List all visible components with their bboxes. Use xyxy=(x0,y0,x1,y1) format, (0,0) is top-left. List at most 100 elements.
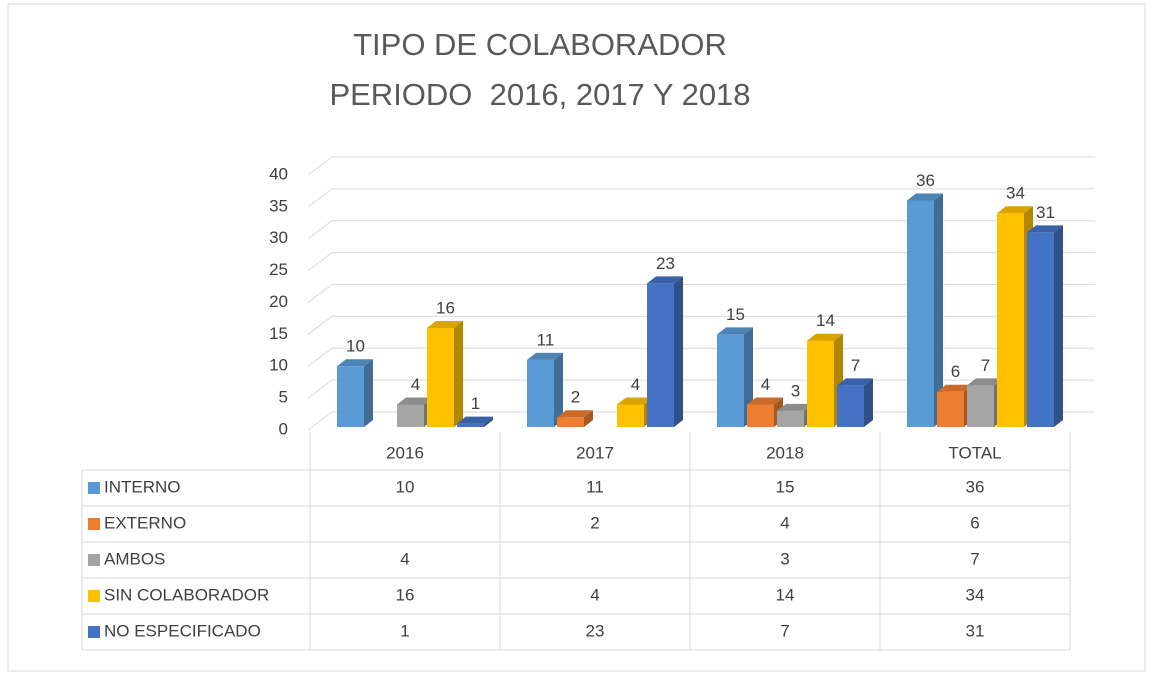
table-cell: 7 xyxy=(970,549,979,568)
table-cell: 23 xyxy=(586,621,605,640)
grid-line xyxy=(307,252,1095,272)
bar-side xyxy=(674,276,683,427)
grid-line xyxy=(307,315,1095,335)
legend-swatch xyxy=(88,518,100,530)
bar-side xyxy=(554,352,563,427)
value-label: 16 xyxy=(436,298,455,317)
legend-swatch xyxy=(88,590,100,602)
bar-front xyxy=(427,328,454,427)
y-tick-label: 35 xyxy=(269,196,288,215)
bar-top xyxy=(337,359,373,367)
bar-top xyxy=(807,333,843,341)
bar-side xyxy=(864,378,873,427)
bar-top xyxy=(427,321,463,328)
value-label: 23 xyxy=(656,254,675,273)
value-label: 4 xyxy=(761,375,770,394)
bar-front xyxy=(337,366,364,427)
bar-top xyxy=(937,384,973,392)
bar-front xyxy=(717,334,744,427)
value-label: 1 xyxy=(471,394,480,413)
x-tick-label: TOTAL xyxy=(948,443,1001,462)
bar xyxy=(907,193,943,427)
y-tick-label: 25 xyxy=(269,260,288,279)
y-tick-label: 5 xyxy=(279,388,288,407)
value-label: 31 xyxy=(1036,203,1055,222)
table-cell: 15 xyxy=(776,477,795,496)
table-cell: 6 xyxy=(970,513,979,532)
bar xyxy=(647,276,683,427)
bar-front xyxy=(527,359,554,427)
y-tick-label: 10 xyxy=(269,356,288,375)
bar-front xyxy=(937,391,964,427)
bar-front xyxy=(397,404,424,427)
table-cell: 31 xyxy=(966,621,985,640)
value-label: 34 xyxy=(1006,184,1025,203)
y-tick-label: 0 xyxy=(279,419,288,438)
bar-front xyxy=(457,423,484,427)
grid-line xyxy=(307,156,1095,176)
bar-side xyxy=(584,410,593,427)
bar-top xyxy=(647,276,683,284)
grid-line xyxy=(307,188,1095,208)
bar-side xyxy=(484,416,493,427)
bar-front xyxy=(747,404,774,427)
value-label: 6 xyxy=(951,362,960,381)
legend-label: INTERNO xyxy=(104,477,181,496)
table-cell: 14 xyxy=(776,585,795,604)
bar-front xyxy=(807,340,834,427)
value-label: 36 xyxy=(916,171,935,190)
bar xyxy=(807,333,843,427)
value-label: 3 xyxy=(791,381,800,400)
bar-top xyxy=(397,397,433,405)
bar-front xyxy=(907,200,934,427)
bar xyxy=(747,397,783,427)
bar-front xyxy=(617,404,644,427)
value-label: 7 xyxy=(851,356,860,375)
bar xyxy=(527,352,563,427)
x-tick-label: 2016 xyxy=(386,443,424,462)
chart-subtitle: PERIODO 2016, 2017 Y 2018 xyxy=(329,77,750,112)
bar-front xyxy=(837,385,864,427)
x-tick-label: 2018 xyxy=(766,443,804,462)
bar-side xyxy=(1054,225,1063,427)
table-cell: 7 xyxy=(780,621,789,640)
y-tick-label: 40 xyxy=(269,164,288,183)
table-cell: 11 xyxy=(586,477,604,496)
bar xyxy=(837,378,873,427)
table-cell: 36 xyxy=(966,477,985,496)
chart-frame xyxy=(7,3,1146,672)
y-tick-label: 30 xyxy=(269,228,288,247)
bar-top xyxy=(1027,225,1063,233)
bar-side xyxy=(454,321,463,427)
bar-front xyxy=(557,417,584,427)
bar-front xyxy=(1027,232,1054,427)
bar-front xyxy=(967,385,994,427)
bar-top xyxy=(967,378,1003,386)
bar-front xyxy=(997,213,1024,427)
bar-side xyxy=(934,193,943,427)
bar-side xyxy=(364,359,373,427)
value-label: 10 xyxy=(346,337,365,356)
legend-swatch xyxy=(88,482,100,494)
value-label: 14 xyxy=(816,311,835,330)
bar-top xyxy=(617,397,653,405)
table-cell: 4 xyxy=(780,513,789,532)
table-cell: 34 xyxy=(966,585,985,604)
legend-swatch xyxy=(88,626,100,638)
bar-front xyxy=(647,283,674,427)
table-cell: 16 xyxy=(396,585,415,604)
value-label: 15 xyxy=(726,305,745,324)
bar xyxy=(427,321,463,427)
bar-top xyxy=(907,193,943,201)
legend-label: AMBOS xyxy=(104,549,165,568)
value-label: 11 xyxy=(537,330,555,349)
legend-label: EXTERNO xyxy=(104,513,186,532)
bar xyxy=(1027,225,1063,427)
bar-top xyxy=(777,403,813,411)
table-cell: 4 xyxy=(400,549,409,568)
table-cell: 2 xyxy=(590,513,599,532)
legend-label: SIN COLABORADOR xyxy=(104,585,269,604)
value-label: 4 xyxy=(631,375,640,394)
value-label: 4 xyxy=(411,375,420,394)
